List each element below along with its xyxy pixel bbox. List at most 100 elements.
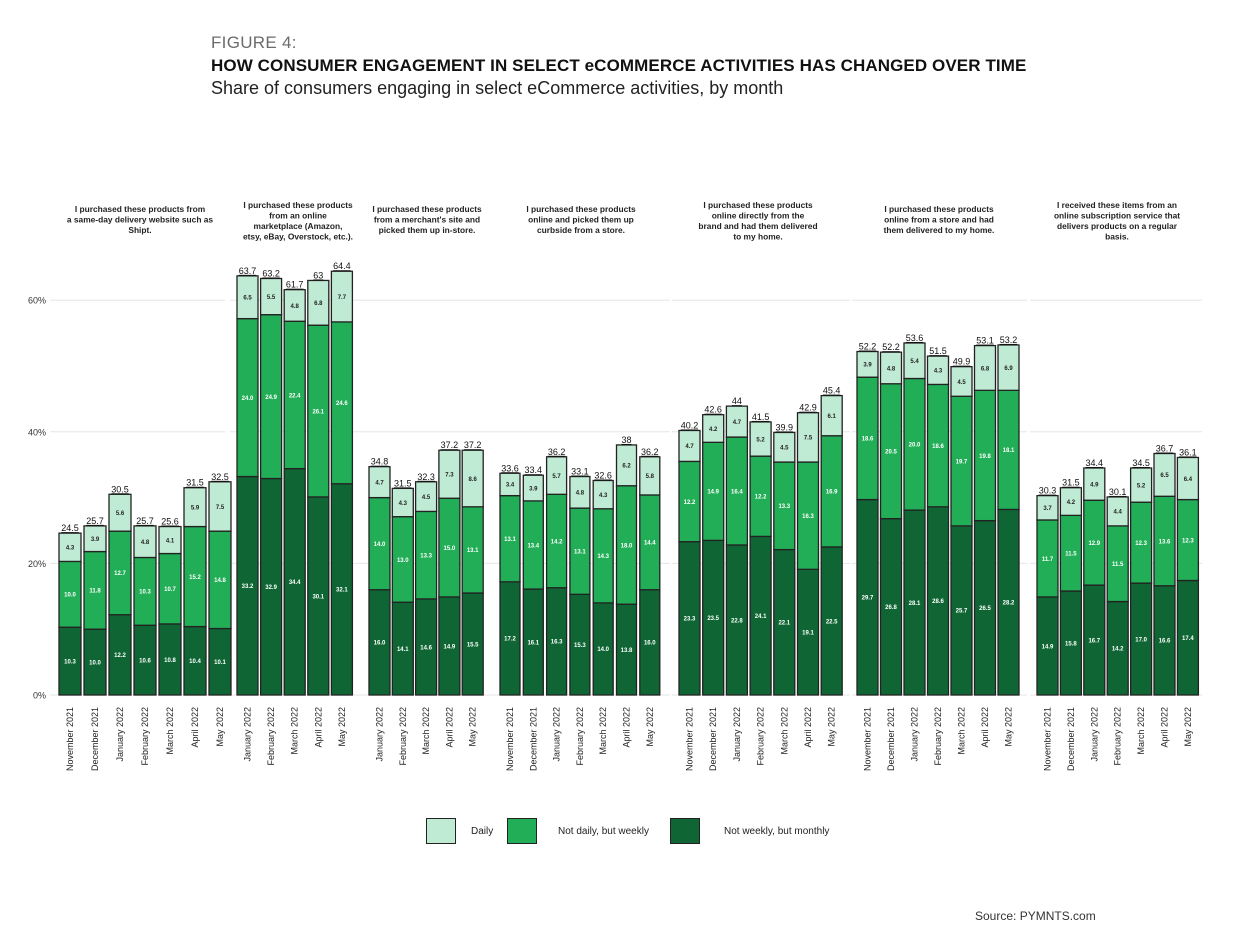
x-tick-label: April 2022 bbox=[190, 707, 200, 748]
bar-segment-daily bbox=[749, 421, 772, 457]
bar-segment-monthly-label: 26.5 bbox=[979, 606, 991, 612]
bar-segment-monthly-label: 13.8 bbox=[621, 648, 633, 654]
bar-total-label: 32.3 bbox=[417, 472, 435, 482]
bar-total-label: 33.4 bbox=[525, 465, 543, 475]
bar-segment-weekly-label: 24.0 bbox=[242, 396, 254, 402]
bar-segment-daily bbox=[856, 350, 879, 378]
bar-segment-daily-label: 4.1 bbox=[166, 538, 175, 544]
bar-segment-monthly-label: 14.6 bbox=[420, 645, 432, 651]
bar-segment-daily-label: 4.8 bbox=[887, 366, 896, 372]
legend-label-weekly: Not daily, but weekly bbox=[558, 826, 649, 837]
bar-segment-daily-label: 5.9 bbox=[191, 505, 200, 511]
bar-segment-monthly-label: 23.3 bbox=[684, 617, 696, 623]
bar-segment-daily bbox=[438, 449, 461, 499]
bar-total-label: 36.1 bbox=[1179, 447, 1197, 457]
x-tick-label: May 2022 bbox=[215, 707, 225, 747]
x-tick-label: March 2022 bbox=[290, 707, 300, 755]
bar-total-label: 33.6 bbox=[501, 463, 519, 473]
bar-total-label: 34.4 bbox=[1086, 458, 1104, 468]
x-tick-label: March 2022 bbox=[598, 707, 608, 755]
bar-segment-weekly-label: 18.0 bbox=[621, 543, 633, 549]
bar-total-label: 33.1 bbox=[571, 467, 589, 477]
bar-segment-weekly-label: 18.1 bbox=[1003, 448, 1015, 454]
x-tick-label: December 2021 bbox=[708, 707, 718, 771]
x-tick-label: March 2022 bbox=[421, 707, 431, 755]
bar-segment-daily-label: 6.2 bbox=[622, 464, 631, 470]
x-tick-label: February 2022 bbox=[140, 707, 150, 766]
bar-segment-daily-label: 4.8 bbox=[576, 491, 585, 497]
bar-segment-weekly-label: 20.5 bbox=[885, 450, 897, 456]
chart-subtitle: Share of consumers engaging in select eC… bbox=[211, 78, 784, 98]
bar-segment-daily bbox=[368, 466, 391, 499]
x-tick-label: January 2022 bbox=[243, 707, 253, 762]
bar-segment-weekly-label: 13.1 bbox=[504, 537, 516, 543]
bar-segment-daily bbox=[1106, 496, 1129, 527]
x-tick-label: April 2022 bbox=[980, 707, 990, 748]
bar-segment-weekly-label: 12.3 bbox=[1182, 538, 1194, 544]
bar-segment-daily-label: 4.2 bbox=[709, 427, 718, 433]
bar-segment-monthly-label: 16.0 bbox=[374, 641, 386, 647]
legend-label-daily: Daily bbox=[471, 826, 494, 837]
bar-segment-monthly-label: 19.1 bbox=[802, 630, 814, 636]
bar-segment-weekly-label: 11.8 bbox=[89, 589, 101, 595]
bar-segment-weekly-label: 13.0 bbox=[397, 558, 409, 564]
x-tick-label: November 2021 bbox=[505, 707, 515, 771]
bar-segment-daily bbox=[950, 366, 973, 397]
bar-segment-daily-label: 3.7 bbox=[1043, 506, 1052, 512]
x-tick-label: December 2021 bbox=[90, 707, 100, 771]
x-tick-label: February 2022 bbox=[1113, 707, 1123, 766]
bar-segment-daily bbox=[820, 394, 843, 437]
x-tick-label: February 2022 bbox=[756, 707, 766, 766]
bar-segment-daily-label: 6.5 bbox=[243, 296, 252, 302]
bar-total-label: 51.5 bbox=[929, 346, 947, 356]
bar-segment-daily bbox=[499, 472, 521, 497]
bar-total-label: 31.5 bbox=[186, 478, 204, 488]
bar-segment-daily-label: 4.5 bbox=[422, 495, 431, 501]
bar-segment-monthly-label: 32.9 bbox=[265, 585, 277, 591]
bar-segment-monthly-label: 17.0 bbox=[1135, 637, 1147, 643]
bar-segment-monthly-label: 14.0 bbox=[597, 647, 609, 653]
x-tick-label: May 2022 bbox=[468, 707, 478, 747]
bar-segment-daily bbox=[307, 279, 330, 326]
bar-segment-daily-label: 5.2 bbox=[756, 437, 765, 443]
bar-segment-daily bbox=[391, 487, 414, 518]
bar-segment-daily bbox=[133, 525, 157, 559]
bar-segment-daily-label: 4.3 bbox=[934, 369, 943, 375]
x-tick-label: March 2022 bbox=[165, 707, 175, 755]
bar-segment-daily-label: 5.6 bbox=[116, 511, 125, 517]
bar-segment-monthly-label: 12.2 bbox=[114, 653, 126, 659]
bar-segment-daily bbox=[879, 351, 903, 385]
x-tick-label: January 2022 bbox=[732, 707, 742, 762]
bar-segment-weekly-label: 14.0 bbox=[374, 542, 386, 548]
x-tick-label: February 2022 bbox=[266, 707, 276, 766]
bar-segment-daily-label: 6.4 bbox=[1184, 477, 1193, 483]
bar-segment-weekly-label: 13.4 bbox=[527, 543, 539, 549]
bar-total-label: 30.1 bbox=[1109, 487, 1127, 497]
bar-total-label: 49.9 bbox=[953, 357, 971, 367]
figure-label: FIGURE 4: bbox=[211, 33, 297, 52]
x-tick-label: January 2022 bbox=[375, 707, 385, 762]
bar-segment-daily bbox=[545, 456, 568, 495]
bar-segment-monthly-label: 14.1 bbox=[397, 647, 409, 653]
bar-segment-daily bbox=[1059, 487, 1083, 517]
bar-segment-weekly-label: 12.2 bbox=[684, 500, 696, 506]
bar-segment-monthly-label: 22.5 bbox=[826, 619, 838, 625]
bar-segment-monthly-label: 29.7 bbox=[862, 596, 874, 602]
bar-total-label: 53.6 bbox=[906, 333, 924, 343]
bar-segment-daily-label: 5.7 bbox=[552, 474, 561, 480]
bar-segment-daily-label: 4.3 bbox=[399, 501, 408, 507]
bar-segment-monthly-label: 14.9 bbox=[1042, 644, 1054, 650]
bar-segment-daily bbox=[997, 344, 1020, 391]
bar-segment-weekly-label: 13.6 bbox=[1159, 539, 1171, 545]
bar-segment-monthly-label: 15.5 bbox=[467, 642, 479, 648]
bar-segment-weekly-label: 18.6 bbox=[932, 444, 944, 450]
bar-segment-daily bbox=[1129, 467, 1153, 503]
bar-segment-monthly-label: 16.6 bbox=[1159, 639, 1171, 645]
bar-segment-daily-label: 3.9 bbox=[91, 537, 100, 543]
bar-total-label: 52.2 bbox=[859, 342, 877, 352]
bar-segment-daily-label: 4.7 bbox=[733, 420, 742, 426]
bar-segment-monthly-label: 33.2 bbox=[242, 584, 254, 590]
y-tick-label: 60% bbox=[28, 296, 46, 306]
bar-segment-weekly-label: 12.7 bbox=[114, 571, 126, 577]
bar-total-label: 30.5 bbox=[111, 484, 129, 494]
